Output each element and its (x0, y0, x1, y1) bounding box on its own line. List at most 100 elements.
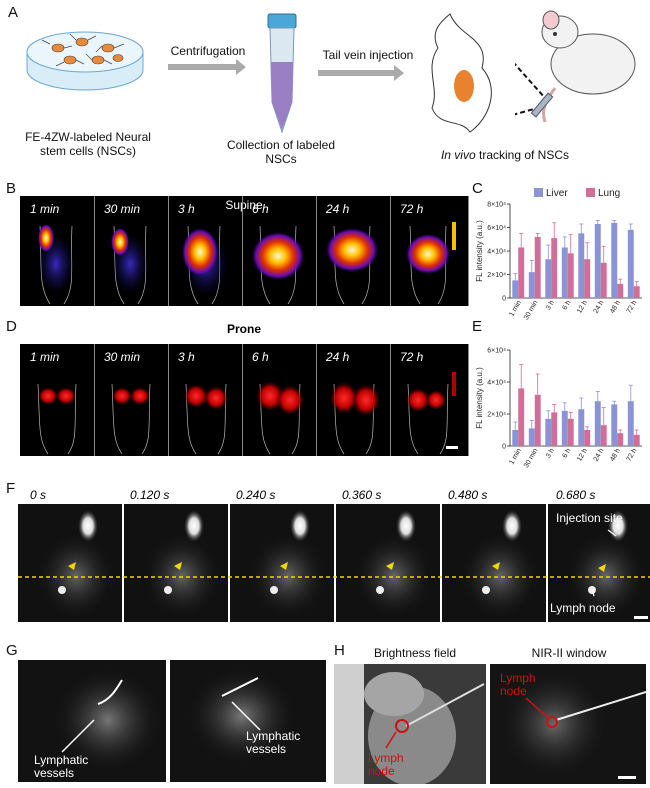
tube-illustration (267, 13, 297, 134)
bar-lung (567, 418, 574, 446)
cells-label-line2: stem cells (NSCs) (39, 144, 136, 158)
bar-lung (633, 434, 640, 446)
y-tick-label: 6×10⁴ (487, 348, 506, 355)
mouse-illustration (515, 10, 636, 123)
x-tick-label: 48 h (609, 447, 622, 462)
bar-liver (578, 233, 585, 298)
supine-time-5: 72 h (400, 202, 424, 216)
panel-label-h: H (334, 642, 345, 659)
bar-lung (600, 425, 607, 446)
lymphatic-label-1: Lymphatic vessels (34, 754, 88, 780)
y-tick-label: 0 (502, 296, 506, 303)
frame-time-0: 0 s (30, 488, 47, 502)
y-tick-label: 2×10⁴ (487, 412, 506, 419)
x-tick-label: 30 min (523, 447, 540, 469)
bar-liver (594, 223, 601, 298)
bar-lung (534, 236, 541, 298)
bar-liver (528, 272, 535, 298)
legend-label-lung: Lung (598, 188, 620, 199)
collect-label: Collection of labeled NSCs (216, 138, 346, 166)
lymphatic-label-1-line2: vessels (34, 766, 75, 780)
bar-liver (545, 418, 552, 446)
y-tick-label: 4×10⁴ (487, 249, 506, 256)
tracking-label: In vivo tracking of NSCs (400, 148, 610, 162)
bar-liver (578, 409, 585, 446)
bar-lung (551, 238, 558, 298)
chart-e: 0 2×10⁴ 4×10⁴ 6×10⁴ FL intensity (a.u.) 1 min… (475, 348, 642, 469)
frame-time-5: 0.680 s (556, 488, 596, 502)
frame-time-4: 0.480 s (448, 488, 488, 502)
lymph-node-red-2-line2: node (500, 684, 527, 698)
x-tick-label: 1 min (508, 447, 523, 465)
legend-swatch-lung (586, 188, 595, 197)
bar-lung (600, 262, 607, 298)
supine-time-0: 1 min (30, 202, 60, 216)
bar-liver (528, 428, 535, 446)
panel-label-f: F (6, 480, 16, 497)
panel-label-a: A (8, 4, 19, 21)
bar-liver (611, 222, 618, 298)
panel-label-e: E (472, 318, 483, 335)
bar-liver (627, 229, 634, 298)
x-tick-label: 12 h (576, 447, 589, 462)
bar-lung (633, 286, 640, 298)
arrow-centrifugation (168, 64, 236, 70)
petri-dish-illustration (26, 31, 144, 91)
x-tick-label: 30 min (523, 299, 540, 321)
bar-lung (567, 253, 574, 298)
y-tick-label: 6×10⁴ (487, 225, 506, 232)
y-tick-label: 8×10⁴ (487, 202, 506, 209)
bar-lung (518, 388, 525, 446)
x-tick-label: 6 h (562, 447, 573, 459)
bar-lung (584, 259, 591, 298)
frame-time-2: 0.240 s (236, 488, 276, 502)
lymphatic-label-2-line1: Lymphatic (246, 729, 301, 743)
bar-lung (617, 433, 624, 446)
supine-time-2: 3 h (178, 202, 195, 216)
arrow-injection (318, 70, 394, 76)
lymph-node-red-1-line1: Lymph (368, 751, 404, 765)
prone-time-1: 30 min (104, 350, 141, 364)
bar-liver (512, 280, 519, 298)
bar-liver (545, 259, 552, 298)
supine-image-strip: Supine 1 min 30 min 3 h 6 h 24 h 72 h (20, 196, 469, 306)
x-tick-label: 6 h (562, 299, 573, 311)
lymphatic-label-2: Lymphatic vessels (246, 730, 300, 756)
x-tick-label: 24 h (593, 447, 606, 462)
frame-time-1: 0.120 s (130, 488, 170, 502)
tracking-label-rest: tracking of NSCs (475, 148, 570, 162)
supine-time-1: 30 min (104, 202, 141, 216)
prone-time-2: 3 h (178, 350, 195, 364)
nir-image: Lymph node (490, 664, 646, 784)
brightness-title: Brightness field (373, 646, 457, 660)
bar-liver (594, 401, 601, 446)
supine-time-4: 24 h (326, 202, 350, 216)
bar-liver (512, 430, 519, 446)
prone-time-4: 24 h (326, 350, 350, 364)
arrow-head-1 (236, 59, 246, 75)
centrifugation-label: Centrifugation (170, 44, 246, 58)
legend-swatch-liver (534, 188, 543, 197)
y-axis-label: FL intensity (a.u.) (475, 220, 484, 282)
supine-time-3: 6 h (252, 202, 269, 216)
lymph-node-red-2: Lymph node (500, 672, 536, 698)
x-tick-label: 24 h (593, 299, 606, 314)
prone-red-images (37, 372, 458, 455)
frames-overlay (18, 510, 650, 620)
x-tick-label: 72 h (626, 447, 639, 462)
y-tick-label: 4×10⁴ (487, 380, 506, 387)
legend-label-liver: Liver (546, 188, 568, 199)
bar-liver (627, 401, 634, 446)
nir-title: NIR-II window (531, 646, 607, 660)
cells-label: FE-4ZW-labeled Neural stem cells (NSCs) (8, 130, 168, 158)
x-tick-label: 1 min (508, 299, 523, 317)
prone-time-0: 1 min (30, 350, 60, 364)
x-tick-label: 12 h (576, 299, 589, 314)
supine-heatmaps (38, 222, 456, 305)
lymph-node-red-1: Lymph node (368, 752, 404, 778)
tracking-label-italic: In vivo (440, 148, 476, 162)
collect-label-line2: NSCs (265, 152, 297, 166)
chart-c: Liver Lung 0 2×10⁴ 4×10⁴ 6×10⁴ 8×10⁴ FL intensi… (475, 188, 642, 321)
x-tick-label: 72 h (626, 299, 639, 314)
lymph-node-red-2-line1: Lymph (500, 671, 536, 685)
